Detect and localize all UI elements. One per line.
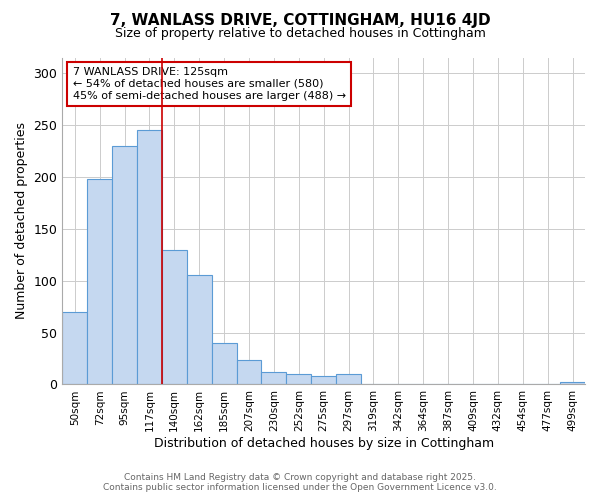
Text: 7 WANLASS DRIVE: 125sqm
← 54% of detached houses are smaller (580)
45% of semi-d: 7 WANLASS DRIVE: 125sqm ← 54% of detache… [73, 68, 346, 100]
Bar [137, 130, 162, 384]
Bar [112, 146, 137, 384]
X-axis label: Distribution of detached houses by size in Cottingham: Distribution of detached houses by size … [154, 437, 494, 450]
Y-axis label: Number of detached properties: Number of detached properties [15, 122, 28, 320]
Bar [236, 360, 262, 384]
Bar [187, 276, 212, 384]
Bar [311, 376, 336, 384]
Bar [336, 374, 361, 384]
Bar [162, 250, 187, 384]
Bar [286, 374, 311, 384]
Bar [262, 372, 286, 384]
Text: Size of property relative to detached houses in Cottingham: Size of property relative to detached ho… [115, 28, 485, 40]
Bar [212, 343, 236, 384]
Bar [560, 382, 585, 384]
Text: 7, WANLASS DRIVE, COTTINGHAM, HU16 4JD: 7, WANLASS DRIVE, COTTINGHAM, HU16 4JD [110, 12, 490, 28]
Bar [62, 312, 87, 384]
Bar [87, 179, 112, 384]
Text: Contains HM Land Registry data © Crown copyright and database right 2025.
Contai: Contains HM Land Registry data © Crown c… [103, 473, 497, 492]
